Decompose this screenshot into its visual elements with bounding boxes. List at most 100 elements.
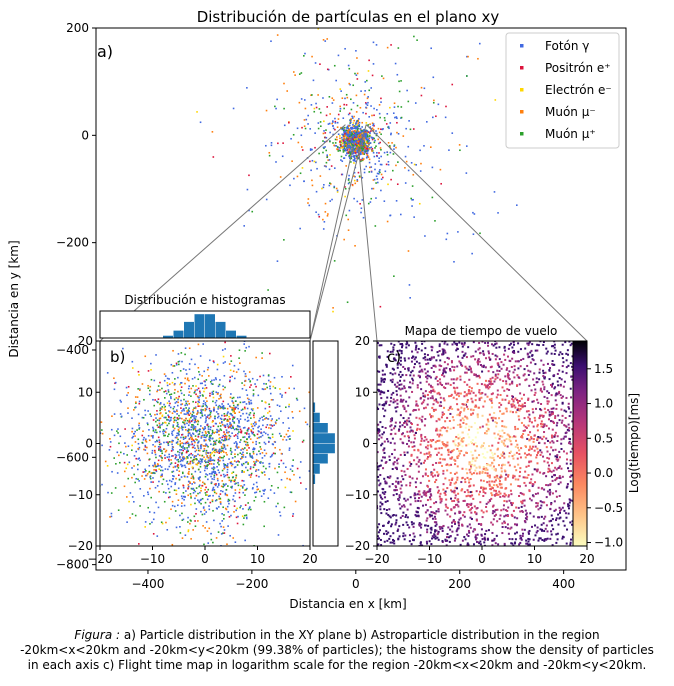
- panel-b-point: [244, 484, 246, 486]
- panel-a-mid-point: [311, 104, 313, 106]
- panel-b-point: [224, 342, 226, 344]
- panel-b-point: [152, 481, 154, 483]
- panel-b-point: [227, 469, 229, 471]
- panel-a-mid-point: [284, 125, 286, 127]
- panel-b-point: [215, 423, 217, 425]
- panel-b-point: [166, 441, 168, 443]
- panel-b-point: [256, 482, 258, 484]
- panel-c-point: [528, 414, 530, 416]
- panel-c-point: [497, 373, 499, 375]
- panel-b-point: [217, 462, 219, 464]
- panel-b-point: [200, 487, 202, 489]
- panel-b-point: [268, 380, 270, 382]
- panel-a-mid-point: [389, 145, 391, 147]
- panel-a-core-point: [346, 127, 348, 129]
- panel-b-point: [246, 389, 248, 391]
- panel-c-point: [447, 533, 449, 535]
- panel-c-point: [525, 456, 527, 458]
- panel-b-point: [202, 432, 204, 434]
- panel-a-core-point: [349, 138, 351, 140]
- panel-c-point: [454, 537, 456, 539]
- panel-b-point: [223, 465, 225, 467]
- panel-b-point: [199, 480, 201, 482]
- panel-b-point: [252, 408, 254, 410]
- panel-b-point: [253, 393, 255, 395]
- panel-b-point: [267, 424, 269, 426]
- panel-b-point: [200, 444, 202, 446]
- panel-c-point: [441, 384, 443, 386]
- panel-b-point: [242, 508, 244, 510]
- panel-b-point: [198, 447, 200, 449]
- panel-b-point: [242, 436, 244, 438]
- panel-c-point: [409, 465, 411, 467]
- panel-c-point: [438, 435, 440, 437]
- panel-a-mid-point: [350, 122, 352, 124]
- panel-b-point: [229, 380, 231, 382]
- panel-c-point: [508, 402, 510, 404]
- panel-b-point: [245, 467, 247, 469]
- panel-b-point: [264, 442, 266, 444]
- panel-c-point: [407, 524, 409, 526]
- panel-b-point: [178, 429, 180, 431]
- panel-c-point: [498, 464, 500, 466]
- panel-a-halo-point: [286, 90, 288, 92]
- panel-a-mid-point: [340, 159, 342, 161]
- panel-a-mid-point: [315, 211, 317, 213]
- panel-a-halo-point: [246, 87, 248, 89]
- panel-a-mid-point: [369, 159, 371, 161]
- panel-b-point: [111, 415, 113, 417]
- panel-b-point: [169, 480, 171, 482]
- panel-c-point: [548, 427, 550, 429]
- panel-a-mid-point: [432, 117, 434, 119]
- panel-b-point: [253, 461, 255, 463]
- panel-a-halo-point: [376, 44, 378, 46]
- panel-b-point: [166, 419, 168, 421]
- panel-c-point: [491, 532, 493, 534]
- panel-a-halo-point: [390, 133, 392, 135]
- panel-a-mid-point: [466, 172, 468, 174]
- panel-b-point: [205, 404, 207, 406]
- panel-b-point: [212, 542, 214, 544]
- panel-c-point: [434, 481, 436, 483]
- panel-b-point: [240, 505, 242, 507]
- panel-b-point: [208, 375, 210, 377]
- panel-b-point: [127, 407, 129, 409]
- panel-b-point: [199, 374, 201, 376]
- panel-c-point: [395, 522, 397, 524]
- panel-b-point: [151, 379, 153, 381]
- panel-b-point: [169, 517, 171, 519]
- panel-b-point: [239, 411, 241, 413]
- panel-c-point: [434, 391, 436, 393]
- panel-b-point: [225, 415, 227, 417]
- panel-b-point: [160, 476, 162, 478]
- panel-c-point: [552, 518, 554, 520]
- panel-a-mid-point: [412, 174, 414, 176]
- panel-b-point: [164, 448, 166, 450]
- panel-b-point: [177, 464, 179, 466]
- panel-c-point: [467, 525, 469, 527]
- panel-b-point: [192, 409, 194, 411]
- panel-b-point: [118, 443, 120, 445]
- panel-c-point: [524, 417, 526, 419]
- panel-c-point: [522, 433, 524, 435]
- panel-c-point: [517, 447, 519, 449]
- panel-b-point: [144, 410, 146, 412]
- panel-c-point: [509, 360, 511, 362]
- panel-c-point: [454, 390, 456, 392]
- panel-b-point: [193, 429, 195, 431]
- panel-b-point: [183, 437, 185, 439]
- panel-a-core-point: [365, 143, 367, 145]
- panel-b-point: [158, 420, 160, 422]
- panel-b-point: [161, 521, 163, 523]
- panel-b-point: [185, 413, 187, 415]
- panel-b-point: [118, 509, 120, 511]
- panel-a-mid-point: [384, 200, 386, 202]
- panel-a-mid-point: [316, 168, 318, 170]
- panel-c-point: [497, 442, 499, 444]
- panel-b-point: [149, 386, 151, 388]
- panel-b-point: [268, 403, 270, 405]
- panel-b-point: [254, 492, 256, 494]
- panel-b-point: [220, 397, 222, 399]
- panel-c-point: [562, 507, 564, 509]
- panel-a-mid-point: [293, 178, 295, 180]
